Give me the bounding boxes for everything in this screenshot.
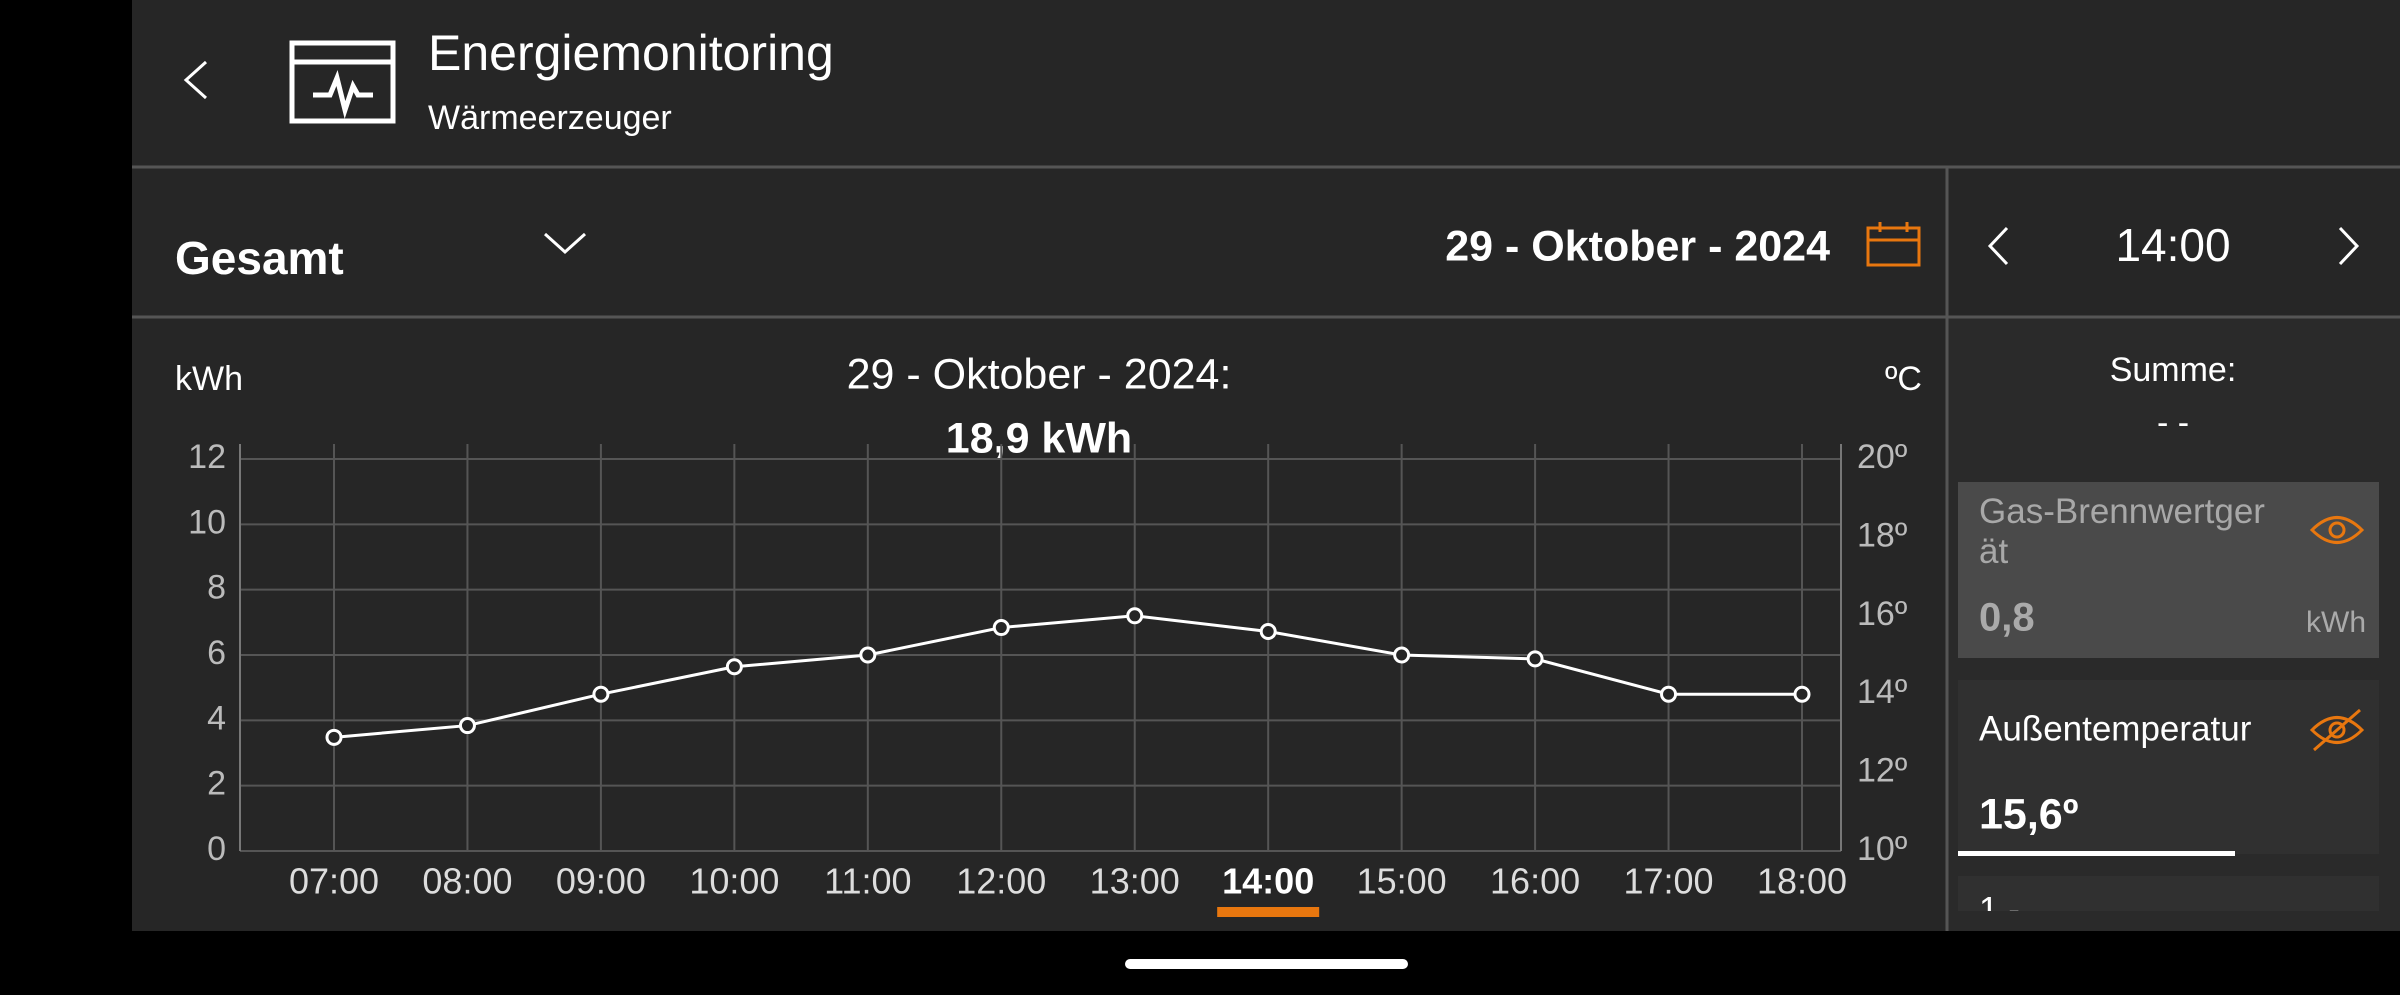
temperature-card[interactable] [1958, 680, 2379, 854]
y2-tick-label: 16º [1857, 595, 1907, 633]
y2-tick-label: 14º [1857, 673, 1907, 711]
selected-hour-marker [1217, 907, 1320, 917]
selected-indicator [1958, 851, 2235, 856]
app-icon [289, 40, 396, 124]
time-label: 14:00 [2115, 219, 2230, 271]
device-card[interactable] [1958, 482, 2379, 658]
x-tick-label: 11:00 [824, 861, 911, 902]
y-tick-label: 12 [188, 438, 226, 476]
y2-tick-label: 20º [1857, 438, 1907, 476]
y-tick-label: 8 [207, 569, 226, 607]
point [992, 619, 1010, 637]
next-hour[interactable] [2338, 226, 2360, 266]
home-indicator [1125, 959, 1408, 969]
x-tick-label: 15:00 [1357, 861, 1447, 902]
card-value: 15,6º [1979, 790, 2078, 838]
dropdown-chevron[interactable] [543, 232, 587, 255]
point [325, 728, 343, 746]
point [1126, 607, 1144, 625]
y2-tick-label: 18º [1857, 516, 1907, 554]
x-tick-label: 08:00 [422, 861, 512, 902]
eye-hidden-icon[interactable] [2309, 708, 2365, 752]
card[interactable] [1958, 876, 2379, 911]
x-tick-label: 09:00 [556, 861, 646, 902]
chart-title: 29 - Oktober - 2024: [847, 350, 1232, 398]
y-tick-label: 4 [207, 699, 226, 737]
y-axis-label: kWh [175, 360, 243, 398]
point [1793, 685, 1811, 703]
y-tick-label: 6 [207, 634, 226, 672]
line [333, 614, 1802, 739]
point [1660, 685, 1678, 703]
chart: 0 2 4 6 8 10 12 10º 12º 14º 16º 18º 20º 07:00 08:00 09:… [188, 438, 1907, 917]
card-unit: kWh [2306, 606, 2366, 639]
y2-axis-label: ºC [1885, 360, 1922, 398]
y2-tick-label: 10º [1857, 830, 1907, 868]
page-title: Energiemonitoring [428, 25, 834, 81]
x-tick-label: 14:00 [1222, 861, 1314, 902]
point [1526, 650, 1544, 668]
point [725, 658, 743, 676]
x-tick-label: 07:00 [289, 861, 379, 902]
x-tick-label: 16:00 [1490, 861, 1580, 902]
x-tick-label: 13:00 [1090, 861, 1180, 902]
card-label: Gas-Brennwertgerät [1979, 492, 2265, 571]
previous-hour[interactable] [1987, 226, 2009, 266]
x-tick-label: 17:00 [1623, 861, 1713, 902]
card-value: 0,8 [1979, 596, 2035, 640]
sum-label: Summe: [2110, 351, 2237, 389]
point [458, 717, 476, 735]
x-tick-label: 12:00 [956, 861, 1046, 902]
y-tick-label: 2 [207, 765, 226, 803]
calendar-button[interactable] [1866, 222, 1921, 267]
page-subtitle: Wärmeerzeuger [428, 99, 672, 137]
point [1259, 622, 1277, 640]
sum-value: - - [2157, 404, 2189, 442]
eye-icon[interactable] [2309, 516, 2365, 544]
back-button[interactable] [183, 60, 208, 100]
card-label: 1 - [1979, 890, 2020, 929]
y-tick-label: 0 [207, 830, 226, 868]
point [592, 685, 610, 703]
point [859, 646, 877, 664]
x-tick-label: 10:00 [689, 861, 779, 902]
point [1393, 646, 1411, 664]
y2-tick-label: 12º [1857, 752, 1907, 790]
selection-dropdown[interactable]: Gesamt [175, 232, 344, 284]
y-tick-label: 10 [188, 503, 226, 541]
x-tick-label: 18:00 [1757, 861, 1847, 902]
card-label: Außentemperatur [1979, 709, 2252, 748]
chart-subtitle: 18,9 kWh [946, 414, 1132, 462]
date-label: 29 - Oktober - 2024 [1445, 222, 1830, 270]
